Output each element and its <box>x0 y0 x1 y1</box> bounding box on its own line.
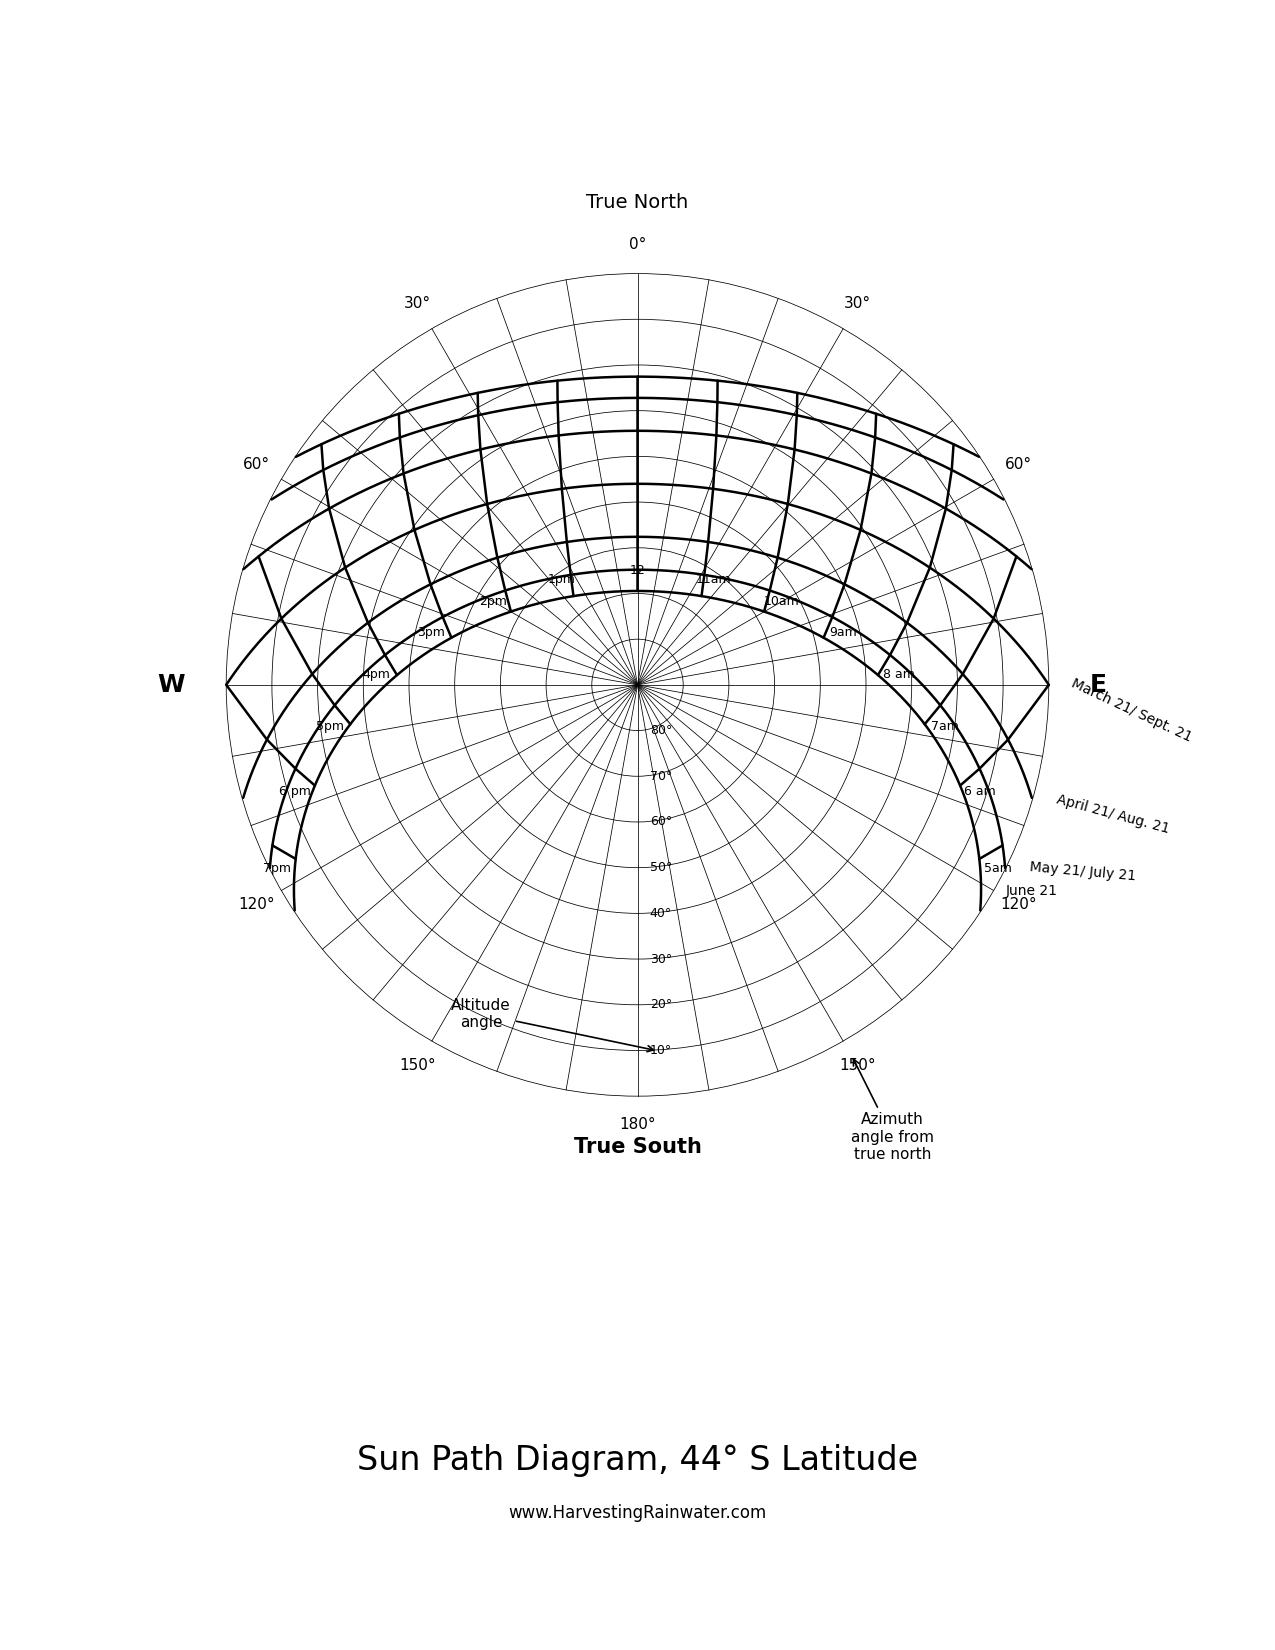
Text: E: E <box>1090 673 1107 696</box>
Text: June 21: June 21 <box>1006 884 1058 898</box>
Text: 120°: 120° <box>238 898 274 912</box>
Text: 120°: 120° <box>1001 898 1037 912</box>
Text: 5pm: 5pm <box>316 721 344 734</box>
Text: 30°: 30° <box>404 297 431 312</box>
Text: Azimuth
angle from
true north: Azimuth angle from true north <box>850 1059 935 1162</box>
Text: 6 am: 6 am <box>964 785 996 799</box>
Text: 1pm: 1pm <box>547 573 575 586</box>
Text: 60°: 60° <box>242 457 270 472</box>
Text: 5am: 5am <box>984 861 1011 875</box>
Text: Altitude
angle: Altitude angle <box>451 998 654 1051</box>
Text: 7pm: 7pm <box>264 861 292 875</box>
Text: 3pm: 3pm <box>417 625 445 639</box>
Text: 7am: 7am <box>931 721 959 734</box>
Text: 40°: 40° <box>650 908 672 919</box>
Text: 2pm: 2pm <box>479 594 507 607</box>
Text: 60°: 60° <box>650 815 672 828</box>
Text: April 21/ Aug. 21: April 21/ Aug. 21 <box>1054 792 1170 837</box>
Text: Sun Path Diagram, 44° S Latitude: Sun Path Diagram, 44° S Latitude <box>357 1444 918 1477</box>
Text: 180°: 180° <box>620 1117 655 1132</box>
Text: W: W <box>157 673 185 696</box>
Text: 12: 12 <box>630 564 645 578</box>
Text: March 21/ Sept. 21: March 21/ Sept. 21 <box>1070 676 1195 744</box>
Text: 6 pm: 6 pm <box>279 785 311 799</box>
Text: True South: True South <box>574 1137 701 1157</box>
Text: 10am: 10am <box>764 594 799 607</box>
Text: May 21/ July 21: May 21/ July 21 <box>1029 860 1137 884</box>
Text: 0°: 0° <box>629 238 646 252</box>
Text: 30°: 30° <box>650 952 672 965</box>
Text: 20°: 20° <box>650 998 672 1011</box>
Text: 4pm: 4pm <box>362 668 390 681</box>
Text: 11am: 11am <box>696 573 732 586</box>
Text: 150°: 150° <box>839 1059 876 1074</box>
Text: 70°: 70° <box>650 771 672 782</box>
Text: 9am: 9am <box>830 625 857 639</box>
Text: 150°: 150° <box>399 1059 436 1074</box>
Text: 8 am: 8 am <box>882 668 914 681</box>
Text: 30°: 30° <box>844 297 871 312</box>
Text: True North: True North <box>586 193 688 211</box>
Text: www.HarvestingRainwater.com: www.HarvestingRainwater.com <box>509 1505 766 1521</box>
Text: 80°: 80° <box>650 724 672 738</box>
Text: 60°: 60° <box>1005 457 1033 472</box>
Text: 50°: 50° <box>650 861 672 875</box>
Text: 10°: 10° <box>650 1044 672 1058</box>
